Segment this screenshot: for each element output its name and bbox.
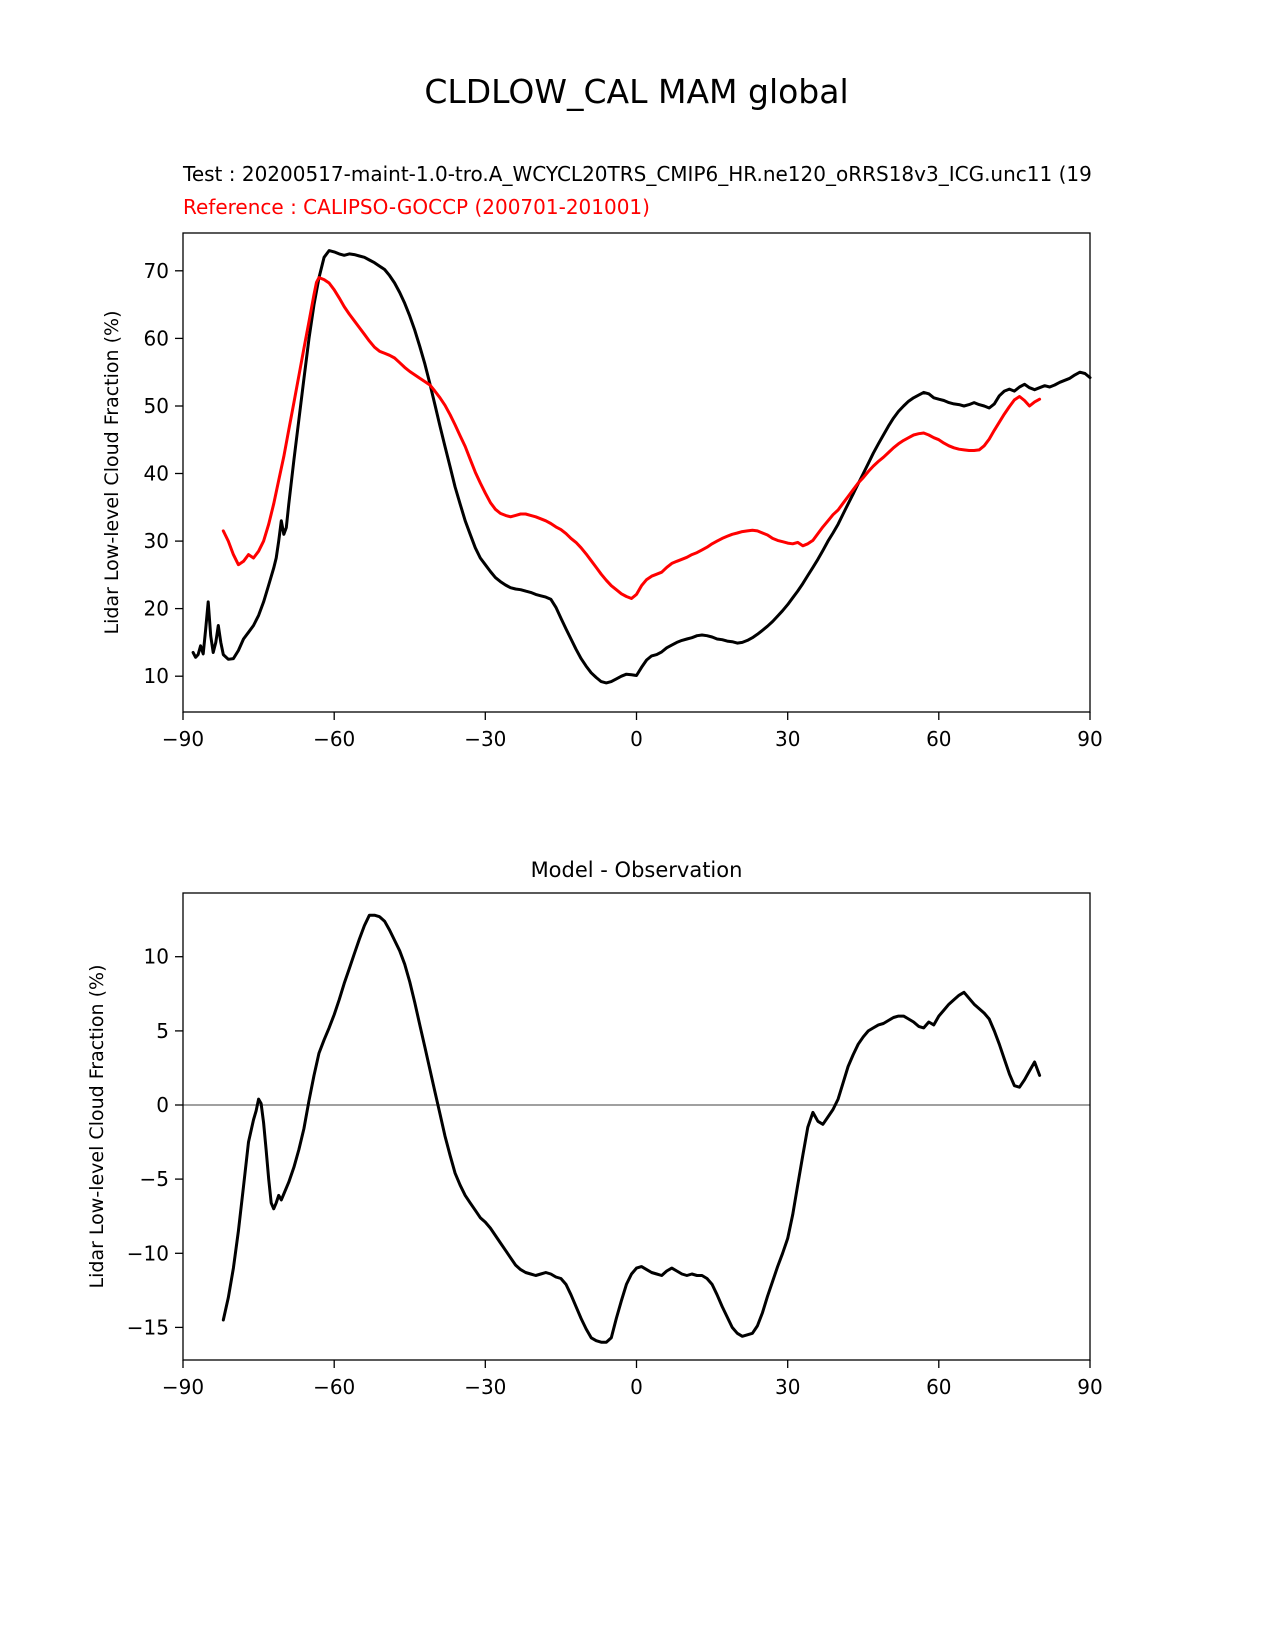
y-tick-label: 50 (144, 394, 169, 418)
x-tick-label: 0 (630, 727, 643, 751)
x-tick-label: 90 (1077, 1375, 1102, 1399)
y-tick-label: 10 (144, 945, 169, 969)
y-tick-label: 10 (144, 664, 169, 688)
x-tick-label: 30 (775, 1375, 800, 1399)
test-run-label: Test : 20200517-maint-1.0-tro.A_WCYCL20T… (183, 162, 1092, 186)
x-tick-label: 0 (630, 1375, 643, 1399)
y-tick-label: 20 (144, 597, 169, 621)
y-axis-label: Lidar Low-level Cloud Fraction (%) (86, 965, 108, 1289)
x-tick-label: −60 (313, 1375, 355, 1399)
y-tick-label: 5 (156, 1019, 169, 1043)
axes-frame (182, 232, 1091, 713)
x-tick-label: 60 (926, 727, 951, 751)
y-tick-label: 30 (144, 529, 169, 553)
y-tick-label: −5 (140, 1167, 169, 1191)
y-axis-label: Lidar Low-level Cloud Fraction (%) (101, 311, 123, 635)
x-tick-label: −60 (313, 727, 355, 751)
series-model (191, 249, 1092, 685)
y-tick-label: −15 (127, 1315, 169, 1339)
y-tick-label: 0 (156, 1093, 169, 1117)
y-tick-label: 40 (144, 462, 169, 486)
x-tick-label: −90 (162, 1375, 204, 1399)
x-tick-label: −90 (162, 727, 204, 751)
bottom-chart: −90 −60 −30 0 30 60 90 −15 −10 −5 0 5 10 Lidar Low-le… (86, 892, 1103, 1399)
series-reference (221, 276, 1042, 600)
y-tick-label: 60 (144, 326, 169, 350)
figure-title: CLDLOW_CAL MAM global (424, 72, 849, 111)
series-model-minus-observation (221, 913, 1042, 1344)
x-tick-label: −30 (464, 1375, 506, 1399)
y-tick-label: −10 (127, 1241, 169, 1265)
x-tick-label: 60 (926, 1375, 951, 1399)
x-tick-label: −30 (464, 727, 506, 751)
reference-dataset-label: Reference : CALIPSO-GOCCP (200701-201001… (183, 195, 650, 219)
x-tick-label: 90 (1077, 727, 1102, 751)
x-tick-label: 30 (775, 727, 800, 751)
top-chart: −90 −60 −30 0 30 60 90 10 20 30 40 50 60 70 Lidar Low-… (101, 232, 1103, 751)
y-tick-label: 70 (144, 259, 169, 283)
axes-frame (182, 892, 1091, 1361)
bottom-chart-title: Model - Observation (530, 858, 743, 882)
